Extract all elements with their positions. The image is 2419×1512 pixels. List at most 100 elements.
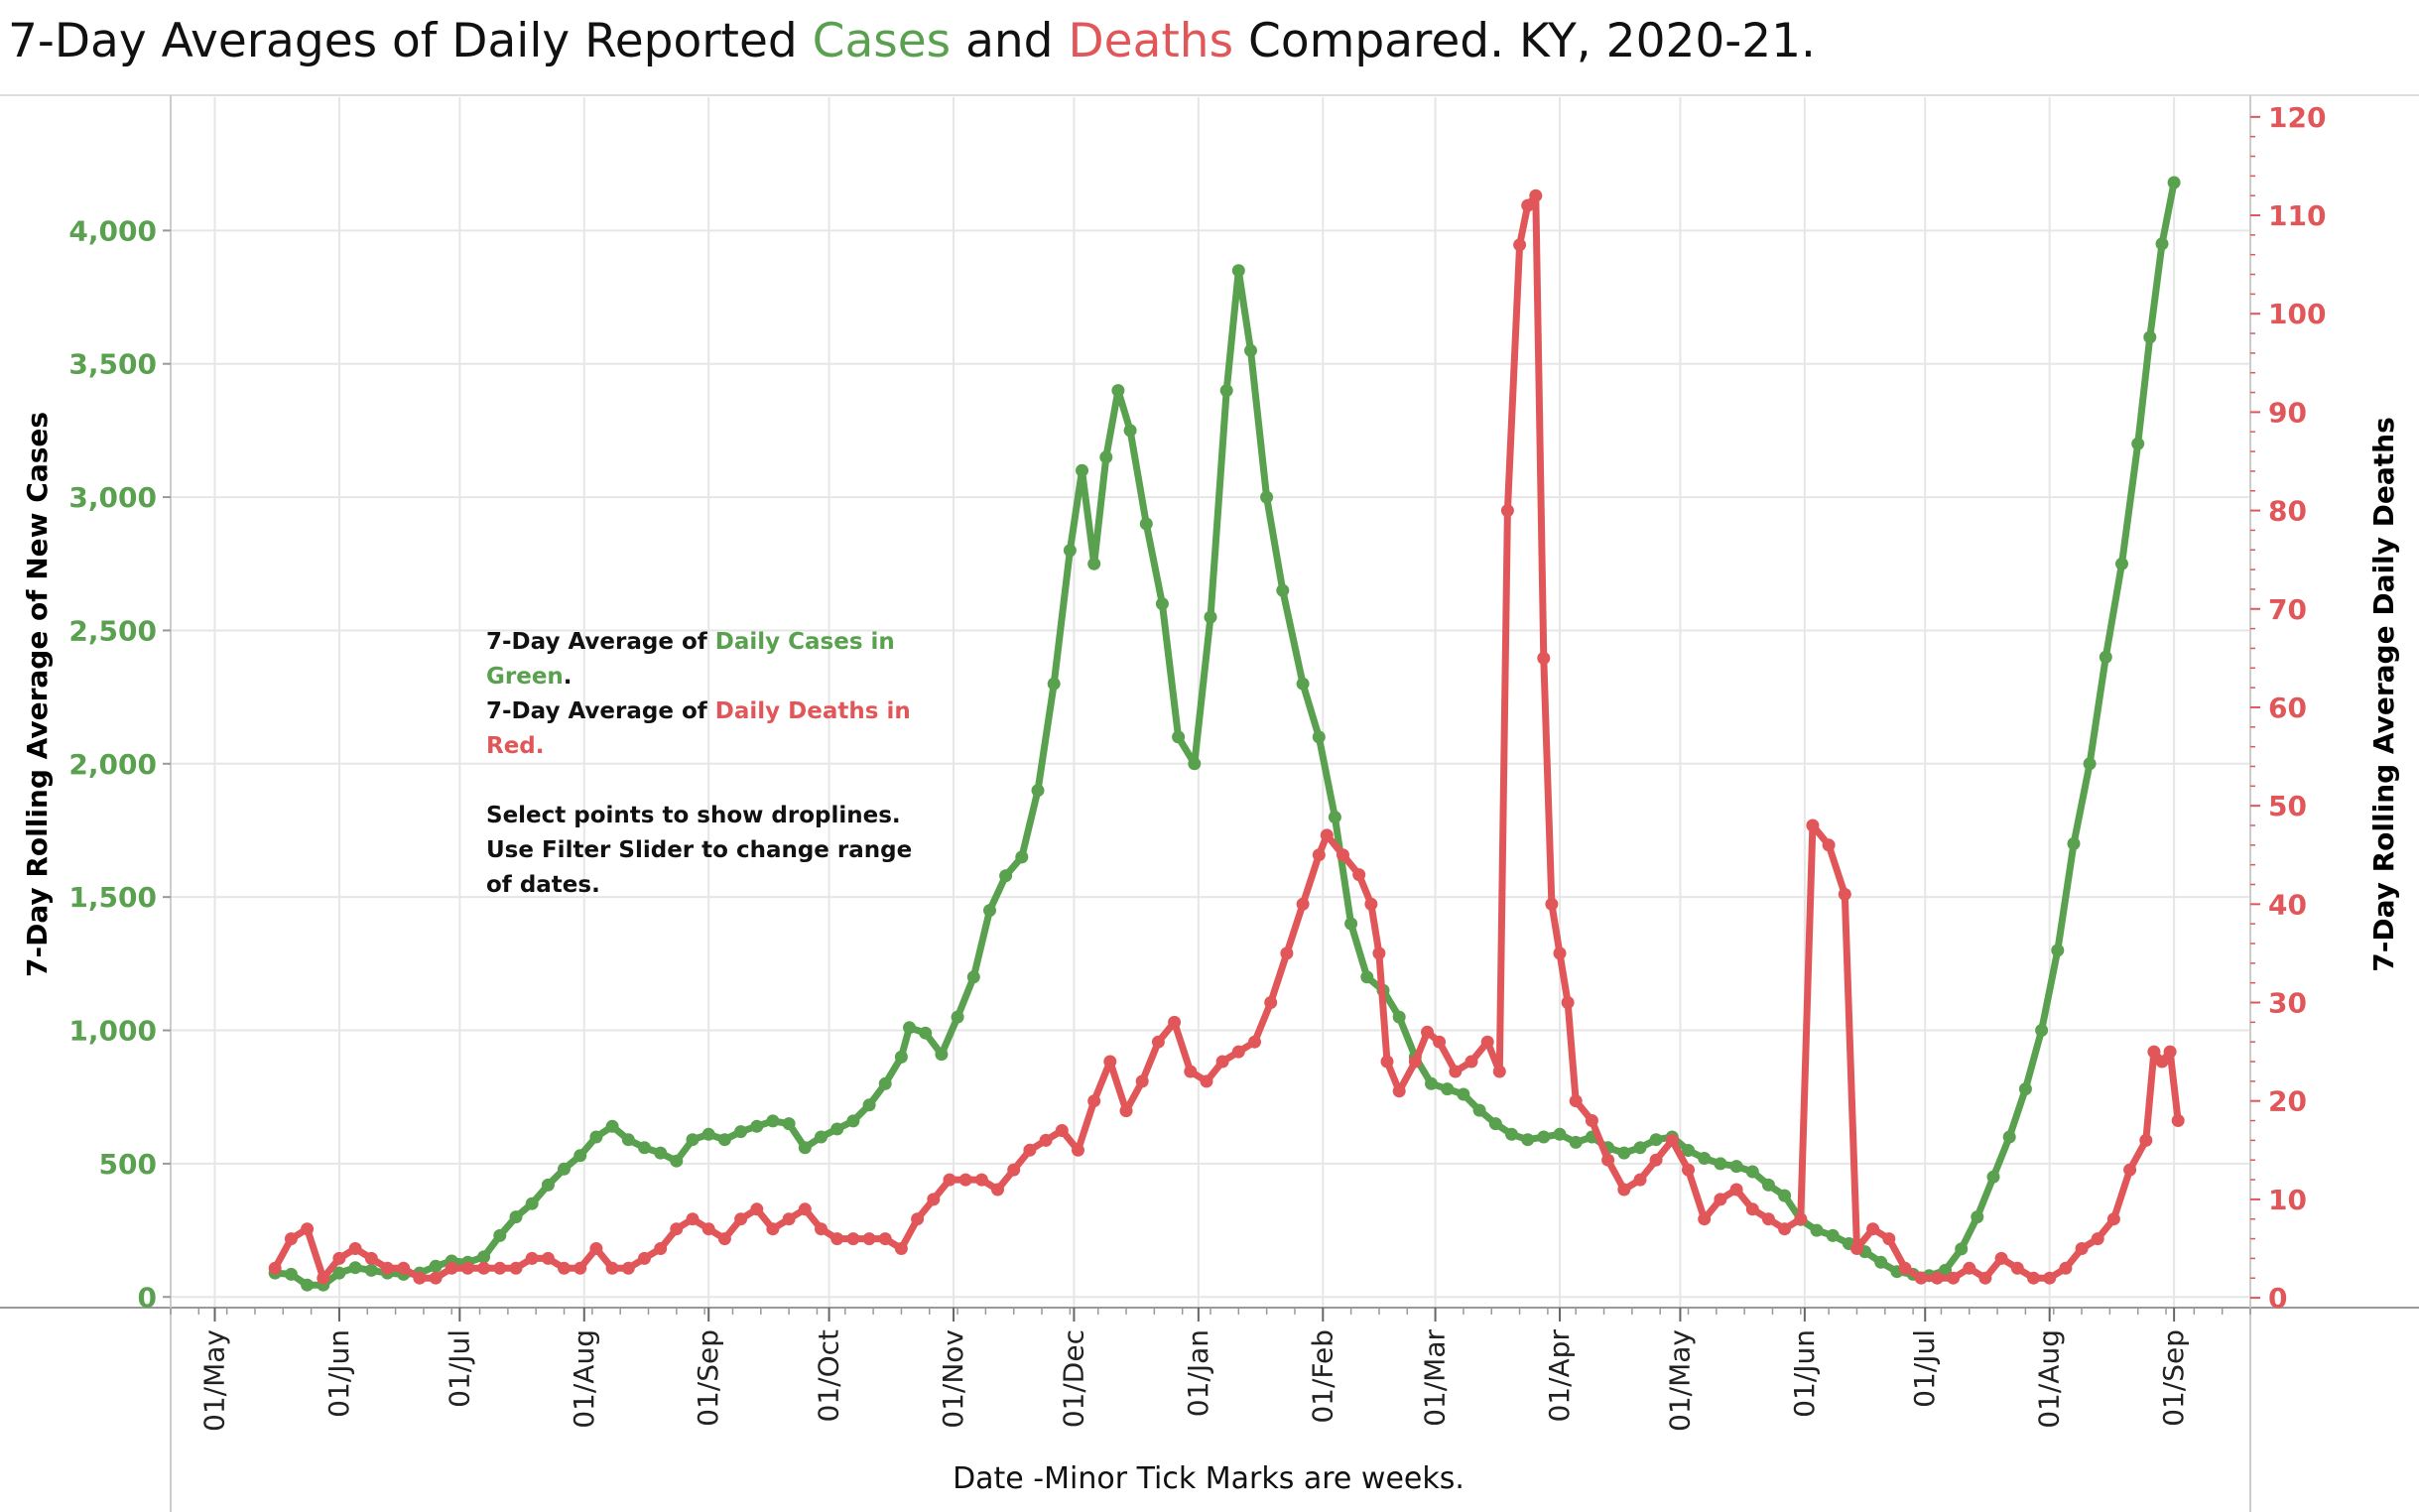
data-point-cases[interactable] [830, 1122, 844, 1136]
data-point-cases[interactable] [2143, 330, 2157, 344]
data-point-deaths[interactable] [943, 1173, 956, 1187]
data-point-cases[interactable] [2167, 176, 2181, 189]
data-point-deaths[interactable] [1994, 1251, 2008, 1265]
data-point-deaths[interactable] [1103, 1055, 1117, 1069]
data-point-deaths[interactable] [878, 1232, 892, 1246]
data-point-cases[interactable] [1698, 1152, 1712, 1165]
data-point-deaths[interactable] [493, 1261, 507, 1275]
data-point-cases[interactable] [782, 1117, 796, 1131]
data-point-cases[interactable] [1826, 1228, 1840, 1242]
data-point-deaths[interactable] [1537, 651, 1551, 665]
data-point-cases[interactable] [1392, 1010, 1406, 1024]
data-point-cases[interactable] [1155, 597, 1169, 611]
data-point-cases[interactable] [1219, 384, 1233, 398]
data-point-deaths[interactable] [894, 1242, 908, 1255]
data-point-cases[interactable] [2131, 437, 2145, 450]
data-point-deaths[interactable] [1296, 897, 1310, 911]
data-point-cases[interactable] [766, 1114, 780, 1128]
data-point-cases[interactable] [1015, 850, 1029, 864]
data-point-cases[interactable] [1633, 1141, 1647, 1155]
data-point-deaths[interactable] [284, 1232, 298, 1246]
data-point-cases[interactable] [1276, 583, 1290, 597]
data-point-deaths[interactable] [815, 1222, 828, 1236]
data-point-deaths[interactable] [638, 1251, 651, 1265]
data-point-deaths[interactable] [1898, 1261, 1912, 1275]
data-point-deaths[interactable] [1806, 819, 1820, 832]
data-point-deaths[interactable] [1529, 189, 1543, 202]
data-point-deaths[interactable] [1665, 1133, 1679, 1147]
data-point-cases[interactable] [686, 1133, 700, 1147]
data-point-deaths[interactable] [1745, 1202, 1759, 1216]
data-point-deaths[interactable] [1850, 1242, 1863, 1255]
data-point-cases[interactable] [717, 1133, 731, 1147]
data-point-cases[interactable] [1312, 730, 1326, 744]
data-point-cases[interactable] [573, 1149, 587, 1163]
data-point-cases[interactable] [1569, 1135, 1583, 1149]
data-point-deaths[interactable] [798, 1202, 812, 1216]
data-point-deaths[interactable] [1492, 1065, 1506, 1078]
data-point-cases[interactable] [1188, 757, 1202, 771]
data-point-cases[interactable] [1031, 784, 1045, 798]
data-point-deaths[interactable] [1682, 1163, 1695, 1177]
data-point-cases[interactable] [493, 1228, 507, 1242]
data-point-deaths[interactable] [1433, 1035, 1447, 1049]
data-point-deaths[interactable] [573, 1261, 587, 1275]
data-point-cases[interactable] [1111, 384, 1125, 398]
data-point-deaths[interactable] [1553, 946, 1567, 960]
data-point-cases[interactable] [1505, 1127, 1518, 1141]
data-point-cases[interactable] [1123, 424, 1137, 438]
data-point-cases[interactable] [670, 1154, 684, 1168]
data-point-deaths[interactable] [413, 1271, 427, 1285]
data-point-cases[interactable] [2051, 944, 2065, 957]
data-point-cases[interactable] [1778, 1189, 1792, 1202]
data-point-deaths[interactable] [2147, 1045, 2161, 1059]
data-point-cases[interactable] [1425, 1076, 1438, 1090]
data-point-deaths[interactable] [1248, 1035, 1261, 1049]
data-point-cases[interactable] [750, 1119, 764, 1133]
data-point-deaths[interactable] [1464, 1055, 1478, 1069]
data-point-deaths[interactable] [460, 1261, 474, 1275]
data-point-deaths[interactable] [1280, 946, 1294, 960]
data-point-cases[interactable] [1296, 677, 1310, 691]
data-point-deaths[interactable] [1151, 1035, 1165, 1049]
data-point-cases[interactable] [1682, 1144, 1695, 1157]
data-point-cases[interactable] [815, 1130, 828, 1144]
data-point-deaths[interactable] [846, 1232, 860, 1246]
data-point-deaths[interactable] [2123, 1163, 2137, 1177]
data-point-deaths[interactable] [958, 1173, 972, 1187]
data-point-cases[interactable] [477, 1250, 491, 1264]
data-point-deaths[interactable] [605, 1261, 619, 1275]
data-point-cases[interactable] [1955, 1242, 1969, 1256]
data-point-deaths[interactable] [1698, 1212, 1712, 1226]
data-point-deaths[interactable] [1039, 1133, 1053, 1147]
data-point-deaths[interactable] [750, 1202, 764, 1216]
data-point-cases[interactable] [1063, 544, 1077, 558]
data-point-deaths[interactable] [1545, 897, 1559, 911]
data-point-cases[interactable] [862, 1098, 876, 1112]
data-point-cases[interactable] [734, 1125, 748, 1139]
data-point-deaths[interactable] [477, 1261, 491, 1275]
data-point-deaths[interactable] [1601, 1153, 1615, 1167]
data-point-cases[interactable] [1087, 557, 1101, 570]
data-point-deaths[interactable] [1963, 1261, 1976, 1275]
data-point-cases[interactable] [983, 904, 996, 918]
data-point-deaths[interactable] [974, 1173, 988, 1187]
data-point-deaths[interactable] [1480, 1035, 1494, 1049]
data-point-deaths[interactable] [2075, 1242, 2089, 1255]
series-deaths[interactable] [268, 189, 2185, 1285]
data-point-deaths[interactable] [1561, 996, 1575, 1009]
data-point-cases[interactable] [966, 970, 980, 984]
data-point-cases[interactable] [846, 1114, 860, 1128]
data-point-deaths[interactable] [991, 1183, 1004, 1197]
data-point-cases[interactable] [332, 1266, 346, 1280]
data-point-deaths[interactable] [2155, 1055, 2169, 1069]
data-point-deaths[interactable] [830, 1232, 844, 1246]
data-point-deaths[interactable] [701, 1222, 715, 1236]
data-point-cases[interactable] [701, 1127, 715, 1141]
data-point-deaths[interactable] [1007, 1163, 1021, 1177]
data-point-deaths[interactable] [686, 1212, 700, 1226]
data-point-cases[interactable] [654, 1146, 668, 1160]
data-point-deaths[interactable] [364, 1251, 378, 1265]
data-point-deaths[interactable] [1569, 1094, 1583, 1108]
data-point-cases[interactable] [1939, 1263, 1952, 1277]
